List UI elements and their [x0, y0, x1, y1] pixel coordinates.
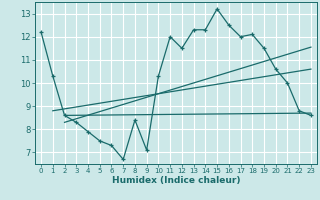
X-axis label: Humidex (Indice chaleur): Humidex (Indice chaleur) — [112, 176, 240, 185]
